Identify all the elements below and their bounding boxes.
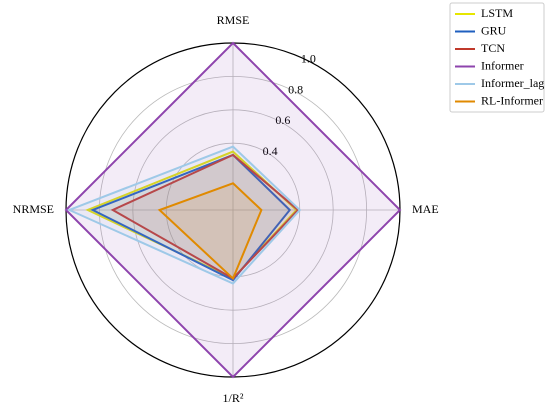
legend-label: LSTM bbox=[481, 6, 513, 20]
category-label: NRMSE bbox=[13, 202, 54, 216]
series-area bbox=[64, 41, 402, 379]
r-tick-label: 0.8 bbox=[288, 82, 303, 96]
legend-label: Informer_lag bbox=[481, 76, 544, 90]
r-tick-label: 0.4 bbox=[263, 144, 278, 158]
series-area bbox=[157, 182, 263, 281]
legend-label: TCN bbox=[481, 41, 505, 55]
r-tick-label: 0.6 bbox=[275, 113, 290, 127]
series-area bbox=[66, 145, 302, 285]
legend-label: Informer bbox=[481, 58, 524, 72]
category-label: MAE bbox=[412, 202, 439, 216]
series-area bbox=[90, 153, 292, 282]
category-label: 1/R² bbox=[223, 391, 244, 405]
category-label: RMSE bbox=[217, 13, 250, 27]
r-tick-label: 1.0 bbox=[301, 51, 316, 65]
legend-label: RL-Informer bbox=[481, 93, 543, 107]
legend-label: GRU bbox=[481, 23, 507, 37]
